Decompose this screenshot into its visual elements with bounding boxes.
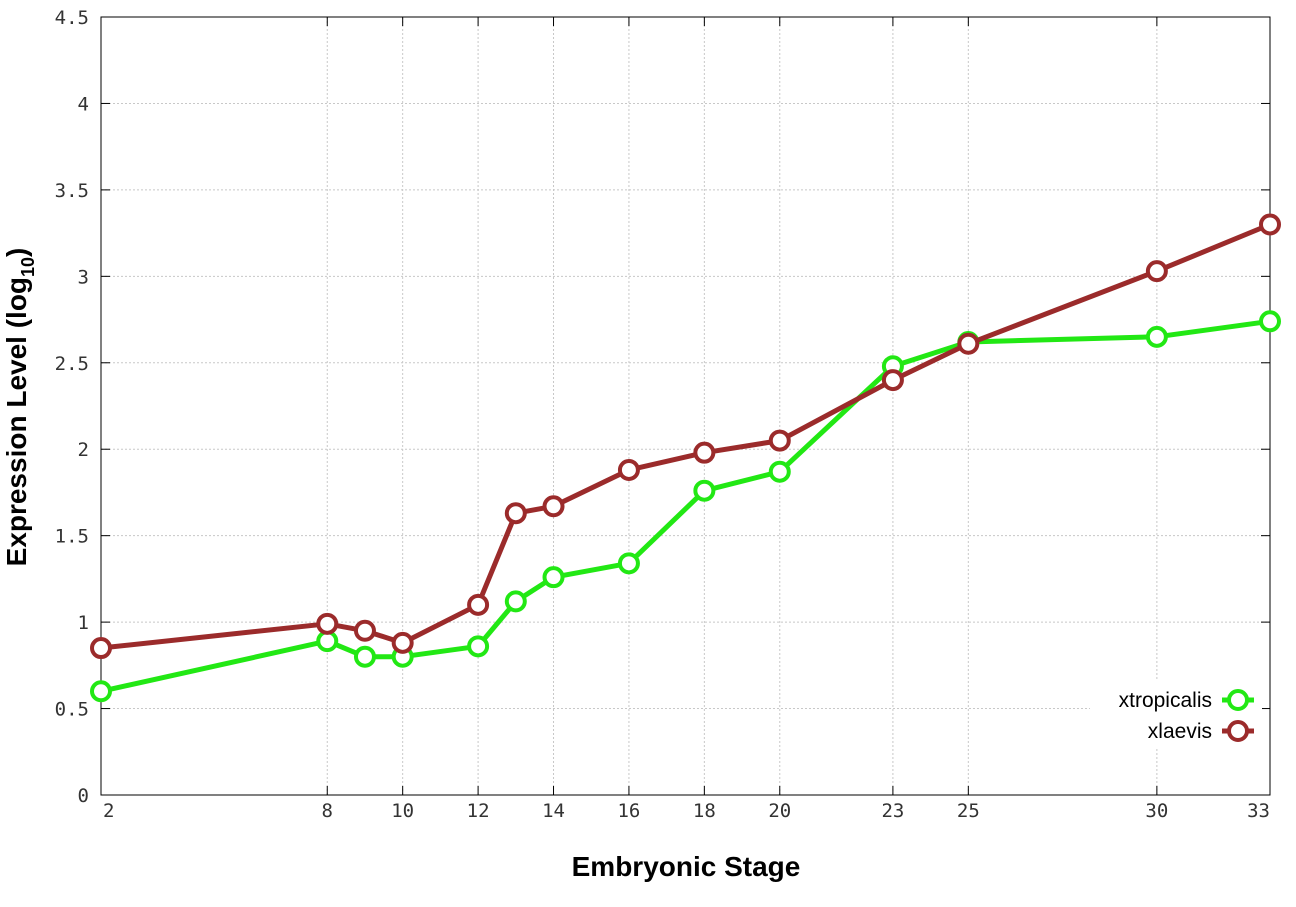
x-tick-label: 10	[391, 800, 414, 822]
legend: xtropicalis xlaevis	[1090, 680, 1262, 748]
data-point	[467, 635, 490, 658]
x-tick-label: 30	[1145, 800, 1168, 822]
axis-ticks: 0 0.5 1 1.5 2 2.5 3 3.5 4 4.5 2 8 10 12 14 16 18 20 23 25 30…	[55, 7, 1271, 822]
data-point	[617, 458, 640, 481]
x-tick-label: 20	[768, 800, 791, 822]
y-axis-title-main: Expression Level (log	[1, 277, 32, 566]
y-tick-label: 1	[78, 612, 89, 634]
y-tick-label: 4.5	[55, 7, 89, 29]
data-point	[1145, 325, 1168, 348]
y-tick-label: 3.5	[55, 180, 89, 202]
legend-item-xlaevis: xlaevis	[1148, 720, 1254, 743]
data-point	[1259, 213, 1281, 236]
series-layer	[90, 213, 1281, 703]
data-point	[693, 479, 716, 502]
y-tick-label: 4	[78, 93, 89, 115]
x-tick-label: 23	[881, 800, 904, 822]
legend-swatch-marker	[1227, 720, 1249, 742]
data-point	[957, 332, 980, 355]
data-point	[693, 441, 716, 464]
data-point	[617, 552, 640, 575]
data-point	[542, 566, 565, 589]
x-tick-label: 25	[957, 800, 980, 822]
data-point	[90, 637, 112, 660]
series-xlaevis	[90, 213, 1281, 660]
legend-swatch-marker	[1227, 689, 1249, 711]
y-axis-title-subscript: 10	[18, 257, 38, 277]
x-tick-label: 16	[617, 800, 640, 822]
legend-label: xlaevis	[1148, 720, 1212, 743]
data-point	[768, 429, 791, 452]
series-xtropicalis	[90, 310, 1281, 703]
y-tick-label: 0	[78, 785, 89, 807]
data-point	[316, 612, 339, 635]
x-tick-label: 8	[322, 800, 333, 822]
data-point	[504, 502, 527, 525]
data-point	[768, 460, 791, 483]
y-tick-label: 1.5	[55, 526, 89, 548]
y-axis-title-close: )	[1, 248, 32, 257]
data-point	[1145, 260, 1168, 283]
x-tick-label: 14	[542, 800, 565, 822]
y-tick-label: 0.5	[55, 699, 89, 721]
grid	[101, 17, 1270, 795]
y-axis-title: Expression Level (log10)	[1, 248, 38, 567]
x-tick-label: 12	[467, 800, 490, 822]
x-axis-title: Embryonic Stage	[572, 851, 801, 882]
data-point	[353, 645, 376, 668]
y-tick-label: 2.5	[55, 353, 89, 375]
data-point	[542, 495, 565, 518]
x-tick-label: 18	[693, 800, 716, 822]
data-point	[504, 590, 527, 613]
legend-label: xtropicalis	[1119, 689, 1212, 712]
series-line	[100, 318, 1271, 694]
y-tick-label: 3	[78, 266, 89, 288]
data-point	[353, 619, 376, 642]
data-point	[90, 680, 112, 703]
data-point	[391, 631, 414, 654]
data-point	[1259, 310, 1281, 333]
plot-frame	[100, 16, 1271, 796]
data-point	[467, 593, 490, 616]
x-tick-label: 33	[1247, 800, 1270, 822]
series-line	[100, 222, 1271, 651]
x-tick-label: 2	[103, 800, 114, 822]
data-point	[881, 369, 904, 392]
y-tick-label: 2	[78, 439, 89, 461]
legend-item-xtropicalis: xtropicalis	[1119, 689, 1254, 712]
